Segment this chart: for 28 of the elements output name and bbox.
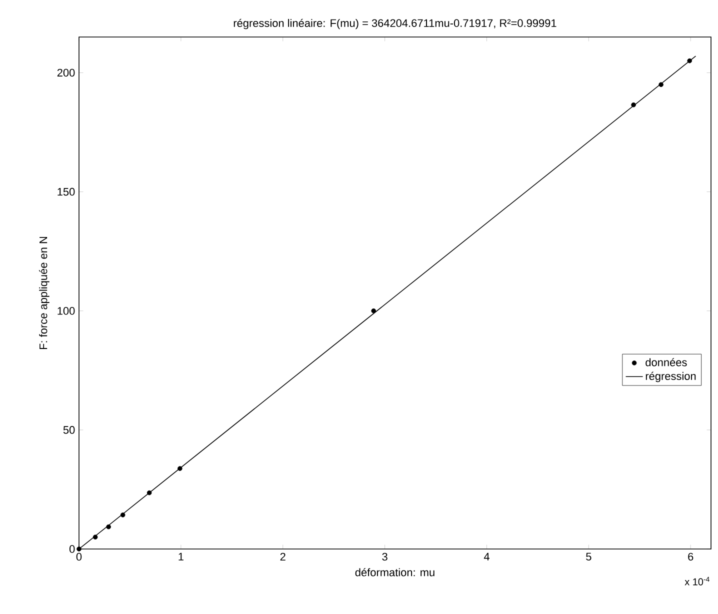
x-tick-label: 3 — [382, 552, 388, 561]
x-tick-label: 4 — [484, 552, 490, 560]
point — [371, 308, 376, 314]
y-axis-title: F: force appliquée en N — [39, 236, 50, 350]
x-axis-title: déformation: mu — [355, 568, 434, 576]
point — [687, 58, 692, 64]
legend-label: données — [646, 358, 687, 366]
point — [631, 102, 636, 108]
y-tick-label: 50 — [63, 426, 75, 434]
point — [76, 546, 82, 552]
x-tick-label: 5 — [586, 552, 592, 560]
x-tick-label: 2 — [280, 552, 286, 561]
x-tick-label: 6 — [688, 552, 694, 561]
point — [106, 524, 111, 530]
point — [146, 490, 152, 496]
y-tick-label: 150 — [58, 188, 75, 196]
point — [92, 534, 98, 540]
point — [120, 512, 126, 518]
y-tick-label: 100 — [58, 306, 75, 315]
x-tick-label: 1 — [178, 552, 184, 560]
y-tick-label: 200 — [57, 68, 75, 77]
legend-label: régression — [646, 372, 696, 382]
x-tick-label: 0 — [76, 552, 82, 561]
point — [658, 82, 664, 88]
point — [178, 466, 182, 471]
text: x 10$^{-4}$ — [684, 576, 710, 586]
chart-title: régression linéaire: F(mu) = 364204.6711mu-0.71917, R²=0.99991 — [234, 18, 556, 30]
y-tick-label: 0 — [69, 545, 75, 553]
